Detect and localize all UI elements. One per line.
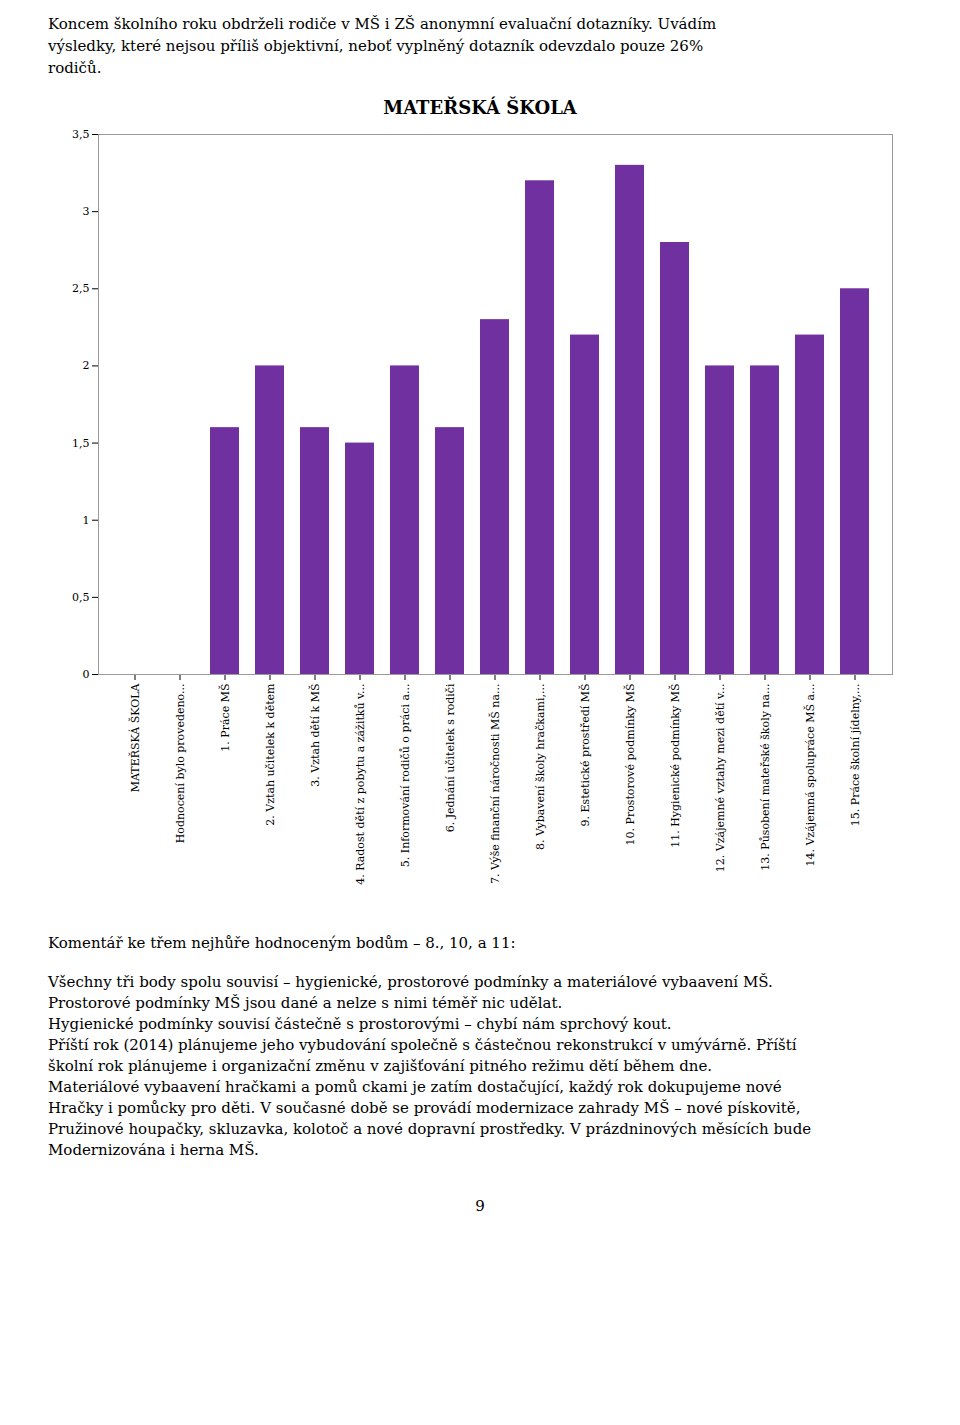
svg-text:8. Vybavení školy hračkami,...: 8. Vybavení školy hračkami,... <box>534 684 547 851</box>
svg-text:3. Vztah dětí k MŠ: 3. Vztah dětí k MŠ <box>308 684 322 787</box>
svg-text:14. Vzájemná spolupráce MŠ a..: 14. Vzájemná spolupráce MŠ a... <box>803 684 817 867</box>
svg-text:13. Působení mateřské školy na: 13. Působení mateřské školy na... <box>759 684 772 871</box>
html-text:Hračky i pomůcky pro děti. V s: Hračky i pomůcky pro děti. V současné do… <box>48 1099 801 1118</box>
html-text:Všechny tři body spolu souvisí: Všechny tři body spolu souvisí – hygieni… <box>48 973 773 992</box>
html-text:Hygienické podmínky souvisí čá: Hygienické podmínky souvisí částečně s p… <box>48 1015 672 1034</box>
svg-text:10. Prostorové podmínky MŠ: 10. Prostorové podmínky MŠ <box>623 684 637 846</box>
html-text:školní rok plánujeme i organiz: školní rok plánujeme i organizační změnu… <box>48 1057 712 1076</box>
svg-text:2,5: 2,5 <box>72 283 90 296</box>
svg-text:1,5: 1,5 <box>72 437 90 450</box>
svg-text:15. Práce školní jídelny,...: 15. Práce školní jídelny,... <box>849 684 862 827</box>
svg-text:3,5: 3,5 <box>72 128 90 141</box>
svg-text:11. Hygienické podmínky MŠ: 11. Hygienické podmínky MŠ <box>668 684 682 848</box>
html-text:Modernizována i herna MŠ.: Modernizována i herna MŠ. <box>48 1141 259 1160</box>
svg-text:7. Výše finanční náročnosti MŠ: 7. Výše finanční náročnosti MŠ na... <box>488 684 502 885</box>
html-text:Komentář ke třem nejhůře hodno: Komentář ke třem nejhůře hodnoceným bodů… <box>48 934 516 953</box>
html-text:Příští rok (2014) plánujeme je: Příští rok (2014) plánujeme jeho vybudov… <box>48 1036 797 1055</box>
html-text:rodičů.: rodičů. <box>48 58 102 77</box>
svg-text:2: 2 <box>83 360 90 373</box>
svg-text:Hodnocení bylo provedeno...: Hodnocení bylo provedeno... <box>174 684 187 844</box>
svg-text:9. Estetické prostředí MŠ: 9. Estetické prostředí MŠ <box>578 684 592 827</box>
svg-text:3: 3 <box>83 205 90 218</box>
html-text:výsledky, které nejsou příliš: výsledky, které nejsou příliš objektivní… <box>48 36 704 55</box>
svg-text:0,5: 0,5 <box>72 591 90 604</box>
svg-text:0: 0 <box>83 668 90 681</box>
svg-text:6. Jednání učitelek s rodiči: 6. Jednání učitelek s rodiči <box>444 683 457 832</box>
html-text:Prostorové podmínky MŠ jsou da: Prostorové podmínky MŠ jsou dané a nelze… <box>48 994 563 1013</box>
html-text:Materiálové vybaavení hračkami: Materiálové vybaavení hračkami a pomů ck… <box>48 1078 782 1097</box>
html-text:9: 9 <box>475 1197 485 1216</box>
svg-text:MATEŘSKÁ ŠKOLA: MATEŘSKÁ ŠKOLA <box>128 683 142 793</box>
svg-text:12. Vzájemné vztahy mezi dětí: 12. Vzájemné vztahy mezi dětí v... <box>714 684 727 873</box>
svg-text:2. Vztah učitelek k dětem: 2. Vztah učitelek k dětem <box>264 683 277 826</box>
html-text:MATEŘSKÁ ŠKOLA: MATEŘSKÁ ŠKOLA <box>383 97 577 119</box>
svg-text:1: 1 <box>83 514 90 527</box>
svg-text:5. Informování rodičů o práci: 5. Informování rodičů o práci a... <box>399 684 412 868</box>
svg-text:4. Radost dětí z pobytu a záži: 4. Radost dětí z pobytu a zážitků v... <box>354 684 367 885</box>
svg-text:1. Práce MŠ: 1. Práce MŠ <box>218 684 232 752</box>
html-text:Koncem školního roku obdrželi: Koncem školního roku obdrželi rodiče v M… <box>48 15 717 33</box>
html-text:Pružinové houpačky, skluzavka,: Pružinové houpačky, skluzavka, kolotoč a… <box>48 1120 812 1139</box>
